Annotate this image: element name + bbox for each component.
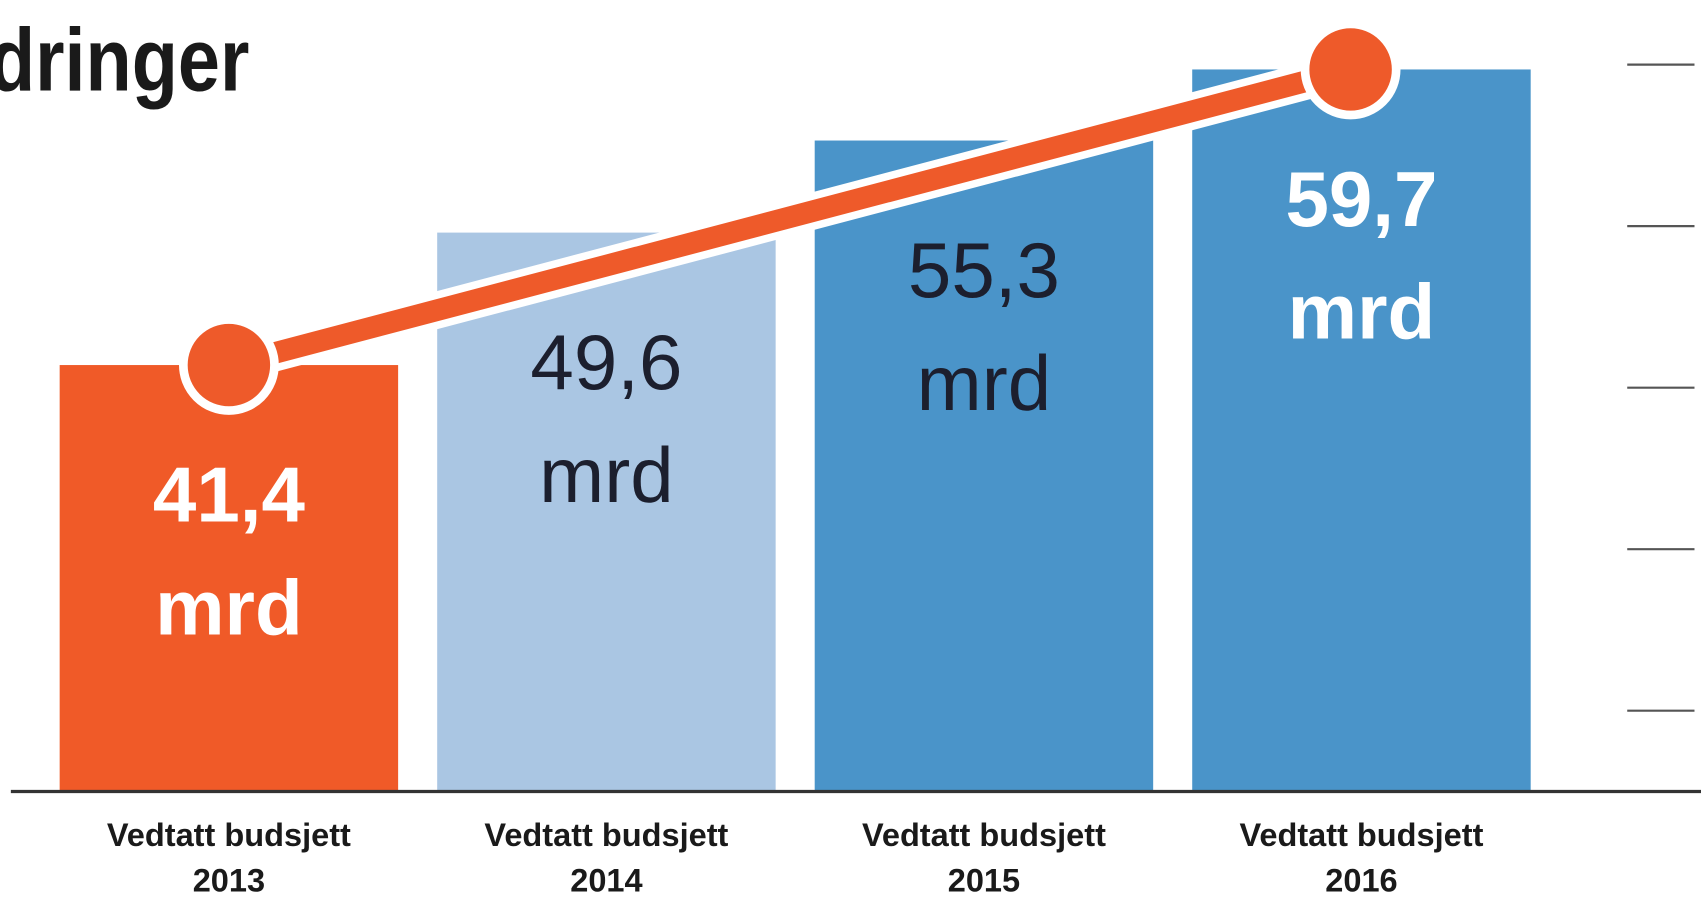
bar [814, 140, 1154, 792]
value-label: 41,4 mrd [153, 450, 305, 651]
value-label: 59,7 mrd [1285, 155, 1437, 356]
trend-point [178, 315, 279, 415]
chart-title: dringer [0, 11, 249, 110]
x-tick-label: Vedtatt budsjett 2014 [484, 817, 728, 899]
trend-line [226, 58, 1354, 376]
x-tick-label: Vedtatt budsjett 2015 [862, 817, 1106, 899]
trend-point [1300, 19, 1401, 120]
bar [59, 365, 399, 792]
value-label: 49,6 mrd [530, 318, 682, 519]
value-label: 55,3 mrd [908, 226, 1060, 427]
bar [437, 232, 776, 792]
x-tick-label: Vedtatt budsjett 2013 [107, 817, 351, 899]
bar [1192, 69, 1531, 792]
x-tick-label: Vedtatt budsjett 2016 [1239, 817, 1483, 899]
